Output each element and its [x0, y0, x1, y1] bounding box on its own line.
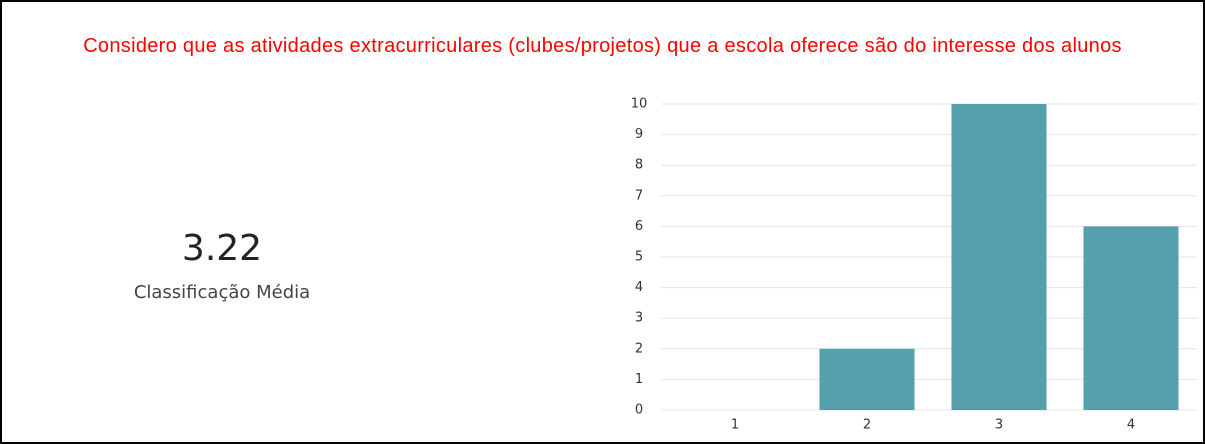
y-tick-label: 4: [635, 280, 643, 295]
y-tick-label: 3: [635, 311, 643, 326]
y-tick-label: 0: [635, 403, 643, 418]
chart-title: Considero que as atividades extracurricu…: [83, 35, 1122, 57]
average-label: Classificação Média: [133, 282, 311, 303]
y-tick-label: 6: [635, 219, 643, 234]
bar: [1083, 226, 1179, 410]
y-tick-label: 2: [635, 341, 643, 356]
bar: [951, 104, 1047, 410]
y-tick-label: 1: [635, 372, 643, 387]
x-tick-label: 1: [731, 418, 739, 433]
y-tick-label: 7: [635, 188, 643, 203]
y-tick-label: 5: [635, 250, 643, 265]
x-tick-label: 4: [1127, 418, 1135, 433]
x-tick-label: 3: [995, 418, 1003, 433]
bar: [819, 348, 915, 410]
average-value: 3.22: [181, 228, 263, 269]
y-tick-label: 9: [635, 127, 643, 142]
y-tick-label: 10: [631, 97, 648, 112]
x-tick-label: 2: [863, 418, 871, 433]
y-tick-label: 8: [635, 158, 643, 173]
